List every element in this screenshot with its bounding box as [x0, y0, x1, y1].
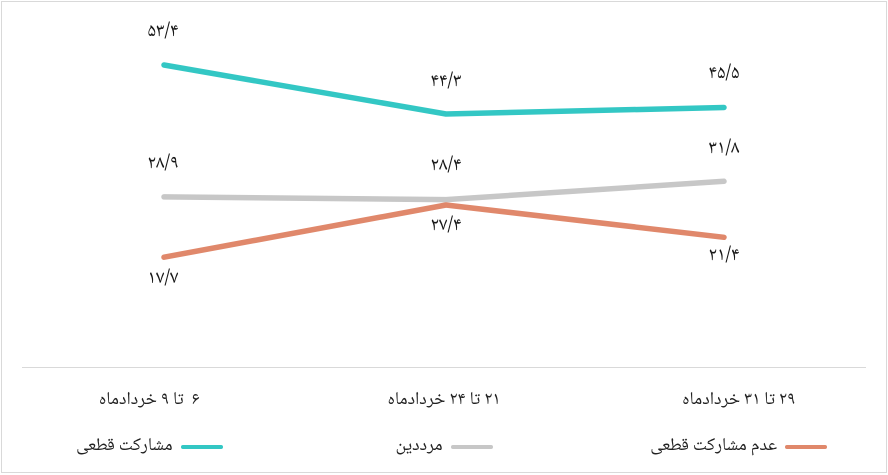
- svg-text:۱۷/۷: ۱۷/۷: [147, 264, 179, 296]
- svg-text:۲۸/۴: ۲۸/۴: [430, 151, 461, 183]
- svg-text:۳۱/۸: ۳۱/۸: [708, 134, 740, 166]
- svg-text:۲۷/۴: ۲۷/۴: [430, 211, 461, 243]
- svg-text:۴۴/۳: ۴۴/۳: [430, 67, 461, 99]
- svg-text:۴۵/۵: ۴۵/۵: [708, 59, 739, 91]
- svg-text:۲۸/۹: ۲۸/۹: [147, 149, 178, 181]
- svg-text:۵۳/۴: ۵۳/۴: [147, 17, 178, 49]
- svg-text:۲۱/۴: ۲۱/۴: [708, 241, 739, 273]
